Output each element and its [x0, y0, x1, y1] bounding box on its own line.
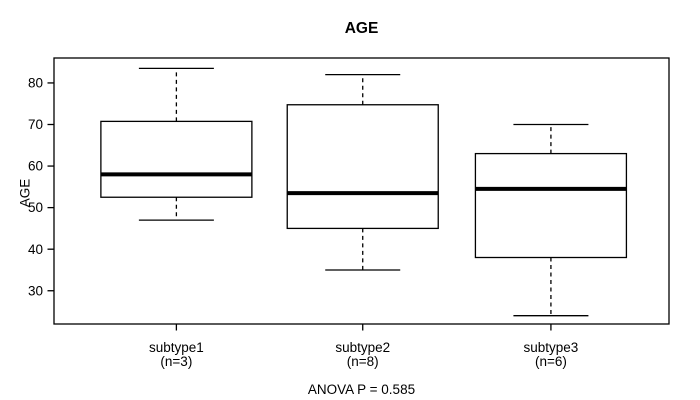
plot-frame: [53, 57, 670, 325]
y-tick-label: 60: [28, 159, 43, 174]
y-tick-label: 80: [28, 76, 43, 91]
category-sublabel: (n=3): [160, 354, 192, 369]
y-tick-label: 30: [28, 283, 43, 298]
category-sublabel: (n=8): [347, 354, 379, 369]
iqr-box: [286, 104, 439, 230]
category-label: subtype2: [335, 340, 390, 355]
category-label: subtype3: [524, 340, 579, 355]
y-tick-label: 50: [28, 200, 43, 215]
iqr-box: [474, 152, 628, 259]
boxplot-subtype1: subtype1(n=3): [100, 67, 253, 369]
y-tick-label: 40: [28, 242, 43, 257]
y-tick-label: 70: [28, 117, 43, 132]
anova-p-annotation: ANOVA P = 0.585: [307, 382, 416, 397]
iqr-box: [100, 120, 253, 198]
boxplot-subtype3: subtype3(n=6): [474, 123, 628, 369]
category-label: subtype1: [149, 340, 204, 355]
chart-title: AGE: [344, 20, 379, 37]
boxplot-subtype2: subtype2(n=8): [286, 73, 439, 369]
category-sublabel: (n=6): [535, 354, 567, 369]
